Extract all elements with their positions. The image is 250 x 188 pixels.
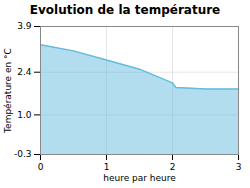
- svg-text:0: 0: [38, 162, 44, 172]
- svg-text:1: 1: [104, 162, 110, 172]
- html-text:Evolution de la température: Evolution de la température: [29, 3, 221, 17]
- svg-text:heure par heure: heure par heure: [103, 173, 176, 183]
- svg-text:3.9: 3.9: [17, 21, 32, 31]
- svg-text:-0.3: -0.3: [14, 149, 32, 159]
- svg-text:1.0: 1.0: [17, 110, 32, 120]
- svg-text:3: 3: [236, 162, 242, 172]
- svg-text:Température en °C: Température en °C: [3, 48, 13, 134]
- svg-text:2.4: 2.4: [17, 67, 32, 77]
- svg-text:2: 2: [170, 162, 176, 172]
